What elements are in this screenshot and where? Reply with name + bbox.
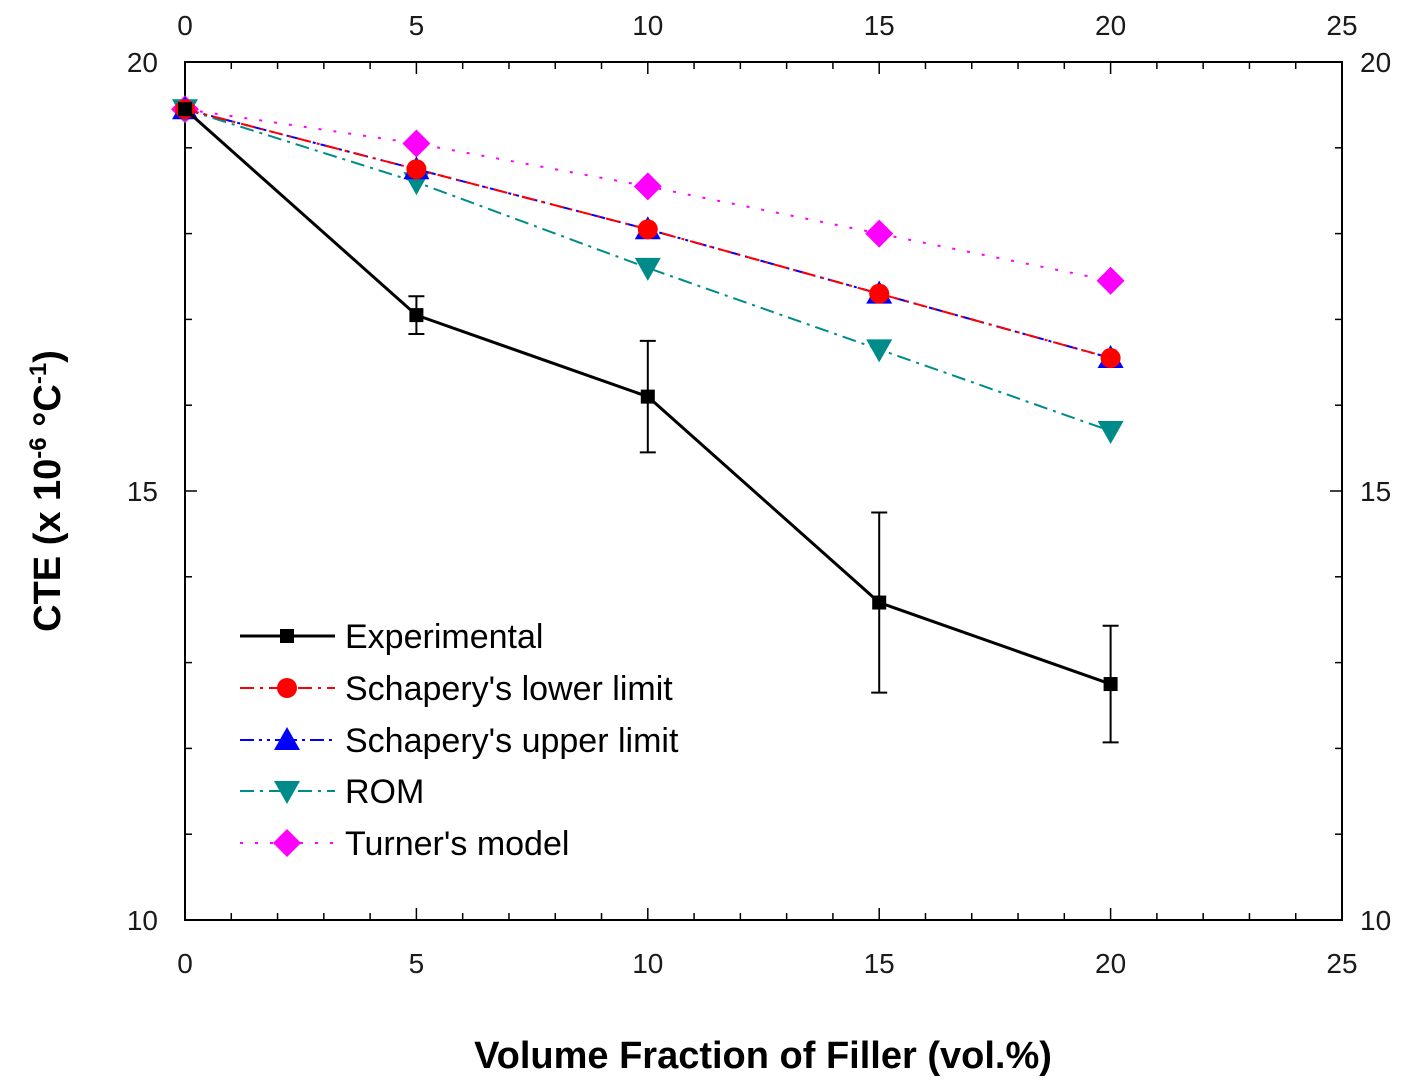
legend-marker (277, 678, 297, 698)
y-tick-label-left: 20 (127, 47, 158, 78)
series-layer (171, 95, 1125, 744)
legend-label: ROM (345, 773, 424, 811)
x-tick-label-top: 25 (1326, 10, 1357, 41)
legend-label: Schapery's lower limit (345, 670, 673, 708)
legend-label: Schapery's upper limit (345, 722, 679, 760)
x-tick-label-top: 15 (864, 10, 895, 41)
legend-label: Experimental (345, 618, 543, 656)
axis-ticks (184, 61, 1343, 921)
y-tick-label-left: 15 (127, 476, 158, 507)
y-axis-title-end: ) (27, 350, 69, 363)
legend-label: Turner's model (345, 825, 569, 863)
y-tick-label-right: 20 (1360, 47, 1391, 78)
data-point (866, 339, 893, 363)
series-experimental (178, 102, 1119, 744)
legend-item: ROM (240, 773, 424, 811)
legend: Experimental Schapery's lower limit Schape… (240, 618, 679, 863)
x-tick-label-top: 10 (632, 10, 663, 41)
x-tick-label-top: 0 (177, 10, 193, 41)
y-axis-title-sup1: -6 (25, 437, 52, 458)
legend-item: Turner's model (240, 825, 569, 863)
y-axis-title-sup2: -1 (25, 363, 52, 384)
x-tick-label-bottom: 10 (632, 948, 663, 979)
series-schapery-s-lower-limit (175, 99, 1121, 369)
data-point (1103, 677, 1118, 692)
data-point (865, 219, 894, 248)
legend-marker (273, 829, 301, 857)
data-point (633, 172, 662, 201)
y-axis-title-main: CTE (x 10 (27, 459, 69, 632)
data-point (1096, 266, 1125, 295)
series-turner-s-model (171, 95, 1125, 295)
legend-item: Experimental (240, 618, 543, 656)
y-axis-title-mid: °C (27, 384, 69, 437)
x-tick-label-bottom: 15 (864, 948, 895, 979)
legend-marker (274, 781, 300, 804)
data-point (409, 308, 424, 323)
data-point (1097, 420, 1124, 444)
y-tick-label-left: 10 (127, 905, 158, 936)
data-point (178, 102, 192, 117)
x-tick-label-bottom: 5 (409, 948, 425, 979)
data-point (406, 159, 427, 180)
x-tick-label-bottom: 20 (1095, 948, 1126, 979)
data-point (872, 595, 887, 610)
series-line (184, 108, 1111, 432)
legend-marker (280, 629, 294, 643)
legend-item: Schapery's lower limit (240, 670, 673, 708)
data-point (637, 219, 658, 240)
data-point (402, 129, 431, 158)
y-tick-label-right: 15 (1360, 476, 1391, 507)
x-tick-label-top: 20 (1095, 10, 1126, 41)
x-tick-label-top: 5 (409, 10, 425, 41)
legend-marker (274, 727, 300, 750)
x-axis-title: Volume Fraction of Filler (vol.%) (474, 1035, 1052, 1077)
x-tick-label-bottom: 0 (177, 948, 193, 979)
data-point (1100, 348, 1121, 369)
legend-item: Schapery's upper limit (240, 722, 679, 760)
data-point (634, 257, 661, 281)
data-point (869, 283, 890, 304)
data-point (640, 389, 655, 404)
y-axis-title: CTE (x 10-6 °C-1) (25, 350, 69, 632)
series-line (184, 108, 1111, 359)
y-tick-label-right: 10 (1360, 905, 1391, 936)
x-tick-label-bottom: 25 (1326, 948, 1357, 979)
